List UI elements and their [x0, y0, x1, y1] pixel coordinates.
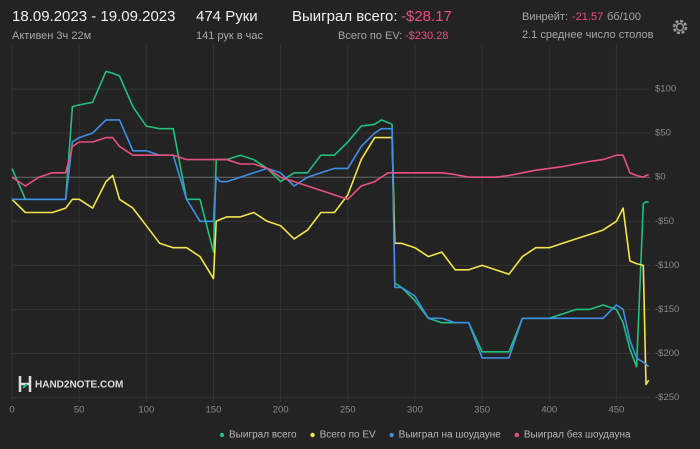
winrate-unit: бб/100 — [607, 11, 641, 23]
x-tick-label: 250 — [340, 405, 356, 416]
plot: 0 50 100 150 200 250 300 350 400 450 $100 $50 $0 -$50… — [9, 45, 679, 416]
series-line — [11, 136, 649, 201]
winrate-value: -21.57 — [572, 11, 603, 23]
logo — [18, 376, 32, 392]
legend-swatch — [310, 432, 315, 438]
ev-total-value: -$230.28 — [405, 30, 448, 42]
y-tick-label: -$50 — [655, 216, 674, 227]
watermark: HAND2NOTE.COM — [35, 380, 123, 391]
x-tick-label: 300 — [407, 405, 423, 416]
y-tick-label: $100 — [655, 84, 676, 95]
legend-label: Выиграл на шоудауне — [399, 430, 502, 441]
y-tick-label: -$100 — [655, 260, 679, 271]
hands: 474 Руки — [196, 8, 258, 25]
x-tick-label: 350 — [474, 405, 490, 416]
won-total-value: -$28.17 — [401, 8, 452, 25]
x-tick-label: 200 — [273, 405, 289, 416]
y-tick-label: -$200 — [655, 348, 679, 359]
winrate-label: Винрейт: — [522, 11, 568, 23]
tables: 2.1 среднее число столов — [522, 29, 654, 41]
active-time: Активен 3ч 22м — [12, 30, 91, 42]
y-tick-label: $0 — [655, 172, 666, 183]
legend-label: Выиграл без шоудауна — [524, 429, 631, 441]
series-line — [11, 136, 650, 386]
settings-icon[interactable] — [672, 19, 688, 35]
legend-label: Выиграл всего — [229, 430, 297, 441]
x-tick-label: 400 — [541, 405, 557, 416]
x-tick-label: 100 — [138, 405, 154, 416]
ev-total-label: Всего по EV: — [338, 30, 402, 42]
legend-swatch — [219, 432, 225, 438]
legend-swatch — [514, 432, 520, 438]
y-tick-label: -$250 — [655, 392, 679, 403]
y-tick-label: -$150 — [655, 304, 679, 315]
y-tick-label: $50 — [655, 128, 671, 139]
series-line — [11, 70, 649, 368]
x-tick-label: 150 — [206, 405, 222, 416]
legend: Выиграл всего Всего по EV Выиграл на шоуда… — [219, 429, 631, 441]
x-tick-label: 450 — [608, 405, 624, 416]
x-tick-label: 0 — [9, 405, 14, 416]
legend-label: Всего по EV — [320, 430, 376, 441]
legend-swatch — [389, 432, 394, 438]
date-range: 18.09.2023 - 19.09.2023 — [12, 8, 175, 25]
won-total-label: Выиграл всего: — [292, 8, 398, 25]
hands-per-hour: 141 рук в час — [196, 30, 264, 42]
x-tick-label: 50 — [74, 405, 85, 416]
series-line — [12, 119, 650, 368]
